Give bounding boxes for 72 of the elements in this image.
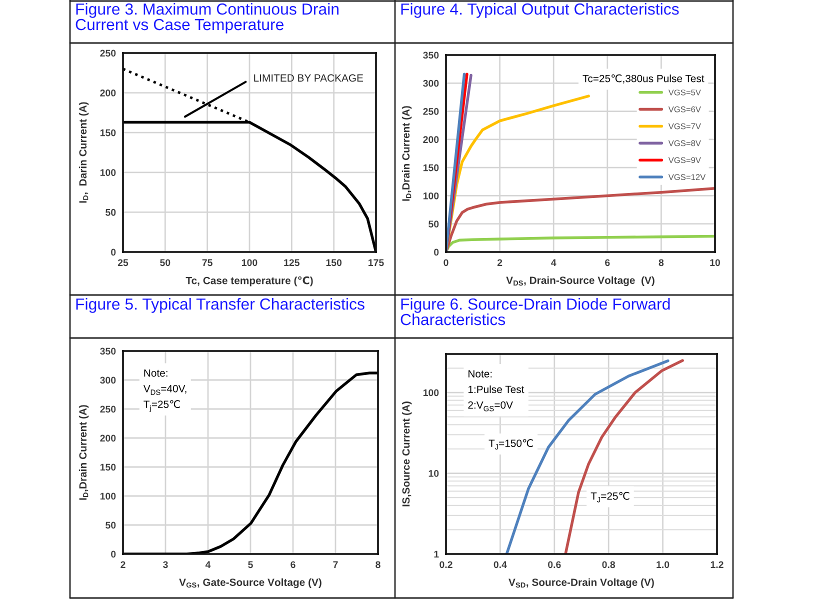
y-tick-label: 100 [423, 192, 439, 200]
x-tick-label: 0.8 [602, 561, 616, 568]
x-tick-label: 4 [205, 561, 211, 568]
x-tick-label: 1.2 [710, 561, 724, 568]
y-tick-label: 1 [434, 550, 439, 558]
y-tick-label: 50 [106, 208, 116, 216]
y-tick-label: 50 [428, 220, 439, 228]
y-tick-label: 0 [434, 248, 439, 256]
x-tick-label: 2 [120, 561, 126, 568]
line-series [564, 359, 684, 554]
x-tick-label: 3 [163, 561, 168, 568]
x-tick-label: 2 [497, 259, 502, 266]
y-tick-label: 150 [100, 464, 116, 471]
y-tick-label: 100 [100, 492, 116, 500]
y-tick-label: 10 [428, 470, 439, 477]
y-tick-label: 200 [423, 136, 439, 144]
annotation: Tc=25℃,380us Pulse Test [582, 74, 704, 84]
x-tick-label: 175 [368, 259, 384, 266]
x-tick-label: 8 [376, 561, 380, 568]
x-tick-label: 0 [444, 259, 448, 266]
legend-label: VGS=8V [668, 140, 701, 146]
y-tick-label: 250 [100, 50, 116, 57]
y-tick-label: 100 [100, 169, 116, 176]
x-tick-label: 50 [160, 259, 170, 266]
y-tick-label: 200 [100, 90, 116, 96]
y-tick-label: 150 [100, 129, 116, 136]
y-tick-label: 150 [423, 164, 439, 172]
x-tick-label: 75 [202, 259, 212, 266]
x-tick-label: 125 [284, 259, 300, 266]
x-tick-label: 7 [333, 561, 338, 568]
x-axis-title: V$_{DS}$, Drain-Source Voltage (V) [506, 276, 654, 286]
y-tick-label: 100 [423, 389, 439, 396]
y-tick-label: 0 [111, 550, 116, 558]
y-axis-title: I$_{D}$,Drain Current (A) [402, 106, 412, 201]
chart-title: Figure 6. Source-Drain Diode Forward Characteristics [400, 298, 670, 326]
legend-label: VGS=5V [668, 89, 701, 96]
y-axis-title: IS,Source Current (A) [402, 402, 412, 506]
chart-title: Figure 3. Maximum Continuous Drain Current vs Case Temperature [76, 3, 338, 34]
y-tick-label: 350 [423, 52, 439, 59]
chart-title: Figure 5. Typical Transfer Characteristics [76, 298, 364, 313]
x-tick-label: 25 [118, 259, 128, 266]
x-axis-title: V$_{SD}$, Source-Drain Voltage (V) [508, 578, 654, 588]
x-tick-label: 10 [710, 259, 720, 266]
y-tick-label: 250 [423, 108, 439, 115]
y-tick-label: 250 [100, 406, 116, 413]
x-tick-label: 150 [326, 259, 342, 266]
chart-title: Figure 4. Typical Output Characteristics [401, 3, 679, 18]
legend-label: VGS=7V [668, 123, 701, 130]
x-tick-label: 0.2 [440, 561, 452, 568]
x-tick-label: 5 [248, 561, 253, 568]
legend-label: VGS=12V [668, 174, 706, 180]
y-tick-label: 300 [423, 80, 439, 87]
x-tick-label: 8 [658, 259, 664, 266]
y-tick-label: 50 [106, 522, 116, 529]
x-tick-label: 6 [605, 259, 610, 266]
x-tick-label: 100 [242, 259, 258, 266]
x-axis-title: Tc, Case temperature (℃) [186, 276, 313, 286]
y-tick-label: 0 [111, 248, 116, 256]
x-axis-title: V$_{GS}$, Gate-Source Voltage (V) [179, 578, 322, 588]
y-tick-label: 350 [100, 348, 116, 355]
x-tick-label: 4 [551, 259, 556, 266]
x-tick-label: 6 [290, 561, 296, 568]
legend-label: VGS=6V [668, 106, 701, 112]
y-axis-title: I$_{D}$, Darin Current (A) [78, 102, 89, 203]
legend-label: VGS=9V [668, 157, 701, 164]
annotation: LIMITED BY PACKAGE [254, 74, 364, 82]
x-tick-label: 0.4 [494, 561, 507, 568]
y-tick-label: 300 [100, 376, 116, 384]
y-tick-label: 200 [100, 434, 116, 442]
y-axis-title: I$_{D}$,Drain Current (A) [78, 405, 89, 500]
x-tick-label: 0.6 [548, 561, 561, 568]
x-tick-label: 1.0 [656, 561, 670, 568]
